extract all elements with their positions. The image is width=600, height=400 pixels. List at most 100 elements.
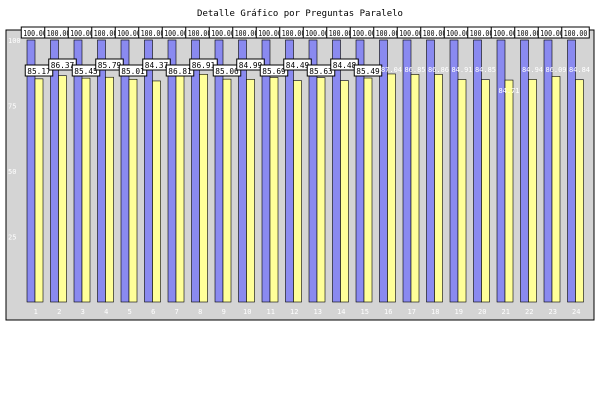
x-tick-label: 22 <box>525 308 533 316</box>
x-tick-label: 17 <box>408 308 416 316</box>
data-label: 100.00 <box>423 29 447 38</box>
bar[interactable] <box>355 39 365 303</box>
bar[interactable] <box>246 79 255 303</box>
bar[interactable] <box>285 39 294 303</box>
bar[interactable] <box>449 39 459 303</box>
data-label: 85.49 <box>356 67 380 76</box>
y-tick-label: 100 <box>8 37 21 45</box>
data-label: 100.00 <box>23 29 47 38</box>
x-tick-label: 5 <box>128 308 132 316</box>
chart-title: Detalle Gráfico por Preguntas Paralelo <box>197 9 403 19</box>
x-tick-label: 1 <box>34 308 38 316</box>
bar[interactable] <box>97 39 106 303</box>
bar[interactable] <box>504 79 514 303</box>
bar[interactable] <box>387 73 396 303</box>
data-label: 85.45 <box>74 67 98 76</box>
bar[interactable] <box>426 39 435 303</box>
data-label: 86.37 <box>51 61 75 70</box>
data-label: 100.00 <box>164 29 188 38</box>
data-label: 100.00 <box>282 29 306 38</box>
x-tick-label: 23 <box>549 308 557 316</box>
x-tick-label: 7 <box>175 308 179 316</box>
bar[interactable] <box>402 39 412 303</box>
bar[interactable] <box>551 76 561 303</box>
data-label: 84.91 <box>451 66 472 74</box>
bar[interactable] <box>316 77 326 303</box>
bar[interactable] <box>128 78 138 303</box>
x-tick-label: 9 <box>222 308 226 316</box>
bar[interactable] <box>496 39 506 303</box>
bar[interactable] <box>520 39 529 303</box>
bar[interactable] <box>191 39 200 303</box>
bar[interactable] <box>332 39 341 303</box>
data-label: 84.85 <box>475 66 496 74</box>
bar[interactable] <box>214 39 224 303</box>
bar[interactable] <box>152 80 161 303</box>
data-label: 84.99 <box>239 61 263 70</box>
y-tick-label: 50 <box>8 168 16 176</box>
data-label: 100.00 <box>141 29 165 38</box>
data-label: 86.09 <box>545 66 566 74</box>
x-tick-label: 24 <box>572 308 580 316</box>
bar[interactable] <box>473 39 482 303</box>
bar[interactable] <box>81 77 91 303</box>
data-label: 87.04 <box>381 66 402 74</box>
data-label: 100.00 <box>329 29 353 38</box>
data-label: 100.00 <box>305 29 329 38</box>
bar[interactable] <box>481 79 490 303</box>
bar[interactable] <box>222 78 232 303</box>
bar[interactable] <box>34 78 44 303</box>
x-tick-label: 8 <box>198 308 202 316</box>
x-tick-label: 2 <box>57 308 61 316</box>
bar[interactable] <box>73 39 83 303</box>
x-tick-label: 15 <box>361 308 369 316</box>
x-tick-label: 21 <box>502 308 510 316</box>
data-label: 100.00 <box>211 29 235 38</box>
bar[interactable] <box>120 39 130 303</box>
data-label: 85.06 <box>215 67 239 76</box>
bar[interactable] <box>58 75 67 303</box>
bar[interactable] <box>261 39 271 303</box>
bar[interactable] <box>50 39 59 303</box>
data-label: 100.00 <box>258 29 282 38</box>
bar[interactable] <box>144 39 153 303</box>
bar[interactable] <box>269 77 279 303</box>
data-label: 100.00 <box>540 29 564 38</box>
bar[interactable] <box>379 39 388 303</box>
x-tick-label: 19 <box>455 308 463 316</box>
x-tick-label: 6 <box>151 308 155 316</box>
bar[interactable] <box>363 77 373 303</box>
bar[interactable] <box>410 74 420 303</box>
x-tick-label: 13 <box>314 308 322 316</box>
bar[interactable] <box>175 74 185 303</box>
bar[interactable] <box>340 80 349 303</box>
data-label: 85.69 <box>262 67 286 76</box>
bar[interactable] <box>543 39 553 303</box>
x-tick-label: 20 <box>478 308 486 316</box>
data-label: 100.00 <box>235 29 259 38</box>
bar[interactable] <box>167 39 177 303</box>
bar[interactable] <box>308 39 318 303</box>
bar[interactable] <box>457 79 467 303</box>
data-label-box <box>353 64 383 77</box>
bar[interactable] <box>567 39 576 303</box>
bar[interactable] <box>238 39 247 303</box>
bar[interactable] <box>528 79 537 303</box>
bar[interactable] <box>293 80 302 303</box>
data-label: 85.63 <box>309 67 333 76</box>
data-label: 84.49 <box>286 61 310 70</box>
bar[interactable] <box>105 76 114 303</box>
data-label: 100.00 <box>94 29 118 38</box>
bar[interactable] <box>199 73 208 303</box>
data-label: 100.00 <box>376 29 400 38</box>
data-label: 100.00 <box>47 29 71 38</box>
data-label: 100.00 <box>117 29 141 38</box>
bar[interactable] <box>26 39 36 303</box>
bar[interactable] <box>575 79 584 303</box>
data-label-box <box>561 26 590 39</box>
x-tick-label: 3 <box>81 308 85 316</box>
bar[interactable] <box>434 74 443 303</box>
x-tick-label: 12 <box>290 308 298 316</box>
data-label: 86.85 <box>404 66 425 74</box>
